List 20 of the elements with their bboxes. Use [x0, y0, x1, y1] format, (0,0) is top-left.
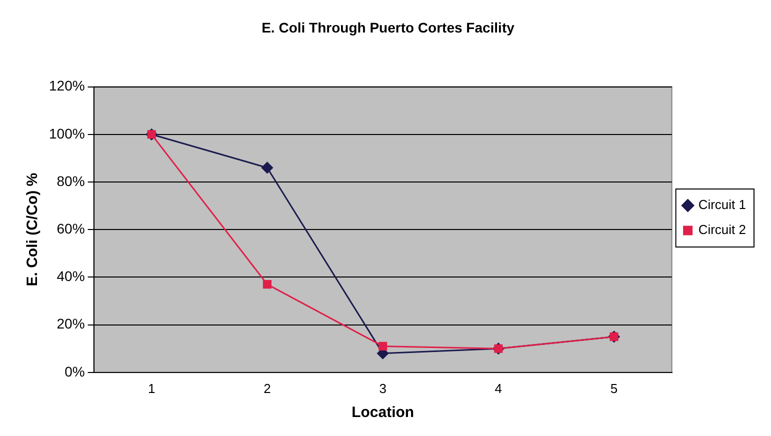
chart-title: E. Coli Through Puerto Cortes Facility [262, 19, 515, 36]
y-tick-label: 60% [56, 220, 85, 236]
y-tick-label: 40% [56, 268, 85, 284]
y-tick-label: 100% [48, 125, 85, 142]
x-tick-label: 4 [494, 380, 502, 396]
point [262, 280, 272, 289]
y-axis-title: E. Coli (C/Co) % [24, 172, 42, 286]
x-tick-label: 3 [379, 380, 386, 396]
x-tick-label: 2 [264, 380, 271, 396]
y-tick-label: 80% [56, 172, 85, 189]
legend-label: Circuit 2 [698, 222, 746, 238]
x-axis-title: Location [352, 404, 414, 422]
y-tick-label: 20% [56, 316, 85, 332]
x-tick-label: 5 [610, 380, 618, 396]
y-tick-label: 0% [64, 363, 85, 380]
legend-label: Circuit 1 [698, 197, 746, 212]
y-tick-label: 120% [48, 78, 85, 94]
x-tick-label: 1 [148, 380, 156, 396]
point [378, 342, 388, 351]
point [261, 162, 273, 174]
